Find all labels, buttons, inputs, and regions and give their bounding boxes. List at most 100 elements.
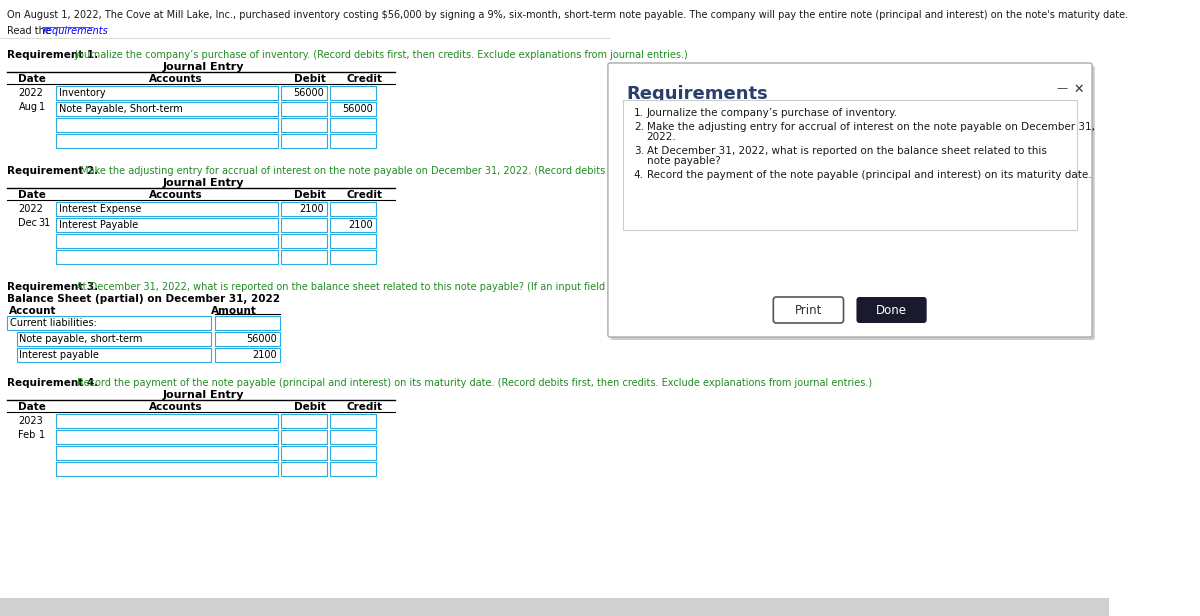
Text: Account: Account (10, 306, 56, 316)
Text: Accounts: Accounts (149, 74, 203, 84)
Text: Requirement 3.: Requirement 3. (7, 282, 98, 292)
Text: Requirement 2.: Requirement 2. (7, 166, 98, 176)
Text: Credit: Credit (347, 402, 383, 412)
Bar (17, 332, 211, 346)
Text: On August 1, 2022, The Cove at Mill Lake, Inc., purchased inventory costing $56,: On August 1, 2022, The Cove at Mill Lake… (7, 10, 1128, 20)
Text: Done: Done (876, 304, 907, 317)
Text: Interest Payable: Interest Payable (59, 220, 138, 230)
Bar (215, 316, 280, 330)
FancyBboxPatch shape (857, 297, 926, 323)
Text: —: — (1057, 83, 1068, 93)
Text: Record the payment of the note payable (principal and interest) on its maturity : Record the payment of the note payable (… (647, 170, 1091, 180)
Text: 56000: 56000 (342, 104, 373, 114)
Bar (330, 462, 376, 476)
Text: Print: Print (794, 304, 822, 317)
Text: Journal Entry: Journal Entry (162, 178, 244, 188)
Text: Credit: Credit (347, 190, 383, 200)
Bar (330, 86, 376, 100)
Text: Requirements: Requirements (626, 85, 768, 103)
Bar (281, 218, 328, 232)
Text: Note Payable, Short-term: Note Payable, Short-term (59, 104, 182, 114)
Bar (330, 414, 376, 428)
Text: Balance Sheet (partial) on December 31, 2022: Balance Sheet (partial) on December 31, … (7, 294, 281, 304)
Text: 2100: 2100 (300, 204, 324, 214)
Text: 2022.: 2022. (647, 132, 677, 142)
Bar (215, 348, 280, 362)
Bar (330, 430, 376, 444)
Text: Journalize the company’s purchase of inventory.: Journalize the company’s purchase of inv… (647, 108, 898, 118)
Bar (281, 430, 328, 444)
Bar (281, 118, 328, 132)
Text: Feb: Feb (18, 430, 36, 440)
Bar (56, 414, 278, 428)
Text: 2.: 2. (634, 122, 643, 132)
Bar (623, 100, 1078, 230)
Bar (281, 414, 328, 428)
Text: Amount: Amount (211, 306, 257, 316)
Bar (281, 250, 328, 264)
Bar (56, 446, 278, 460)
Text: Requirement 1.: Requirement 1. (7, 50, 98, 60)
Bar (7, 316, 211, 330)
Text: Make the adjusting entry for accrual of interest on the note payable on December: Make the adjusting entry for accrual of … (647, 122, 1094, 132)
Text: 1: 1 (38, 102, 44, 112)
Text: ✕: ✕ (1074, 83, 1085, 96)
Text: 3.: 3. (634, 146, 643, 156)
Text: 2022: 2022 (18, 88, 43, 98)
Bar (56, 102, 278, 116)
Text: At December 31, 2022, what is reported on the balance sheet related to this: At December 31, 2022, what is reported o… (647, 146, 1046, 156)
Bar (56, 134, 278, 148)
Text: 2023: 2023 (18, 416, 43, 426)
Text: 2100: 2100 (349, 220, 373, 230)
Text: 1: 1 (38, 430, 44, 440)
Text: Debit: Debit (294, 190, 325, 200)
Bar (56, 218, 278, 232)
Text: 31: 31 (38, 218, 52, 228)
Bar (281, 102, 328, 116)
Bar (56, 234, 278, 248)
Text: Accounts: Accounts (149, 190, 203, 200)
Text: Date: Date (18, 190, 47, 200)
Text: Read the: Read the (7, 26, 54, 36)
Bar (281, 234, 328, 248)
Bar (56, 430, 278, 444)
Text: note payable?: note payable? (647, 156, 720, 166)
Bar (281, 134, 328, 148)
Text: Credit: Credit (347, 74, 383, 84)
Text: Record the payment of the note payable (principal and interest) on its maturity : Record the payment of the note payable (… (74, 378, 872, 388)
Text: 1.: 1. (634, 108, 643, 118)
Text: Current liabilities:: Current liabilities: (10, 318, 97, 328)
Bar (17, 348, 211, 362)
Text: Date: Date (18, 74, 47, 84)
Text: 4.: 4. (634, 170, 643, 180)
Text: Accounts: Accounts (149, 402, 203, 412)
Bar (56, 250, 278, 264)
Text: Inventory: Inventory (59, 88, 106, 98)
Bar (281, 86, 328, 100)
Text: Note payable, short-term: Note payable, short-term (19, 334, 143, 344)
Bar (56, 86, 278, 100)
Bar (330, 202, 376, 216)
FancyBboxPatch shape (773, 297, 844, 323)
Text: Requirement 4.: Requirement 4. (7, 378, 98, 388)
Text: Date: Date (18, 402, 47, 412)
Bar (56, 118, 278, 132)
Text: Interest Expense: Interest Expense (59, 204, 142, 214)
Text: Aug: Aug (18, 102, 37, 112)
Text: Debit: Debit (294, 74, 325, 84)
Text: Make the adjusting entry for accrual of interest on the note payable on December: Make the adjusting entry for accrual of … (77, 166, 908, 176)
Bar (281, 202, 328, 216)
Text: Journal Entry: Journal Entry (162, 62, 244, 72)
Text: Dec: Dec (18, 218, 37, 228)
Text: requirements: requirements (42, 26, 108, 36)
Text: 56000: 56000 (294, 88, 324, 98)
Text: Interest payable: Interest payable (19, 350, 100, 360)
Bar (330, 234, 376, 248)
Bar (330, 102, 376, 116)
Bar (56, 462, 278, 476)
Text: Debit: Debit (294, 402, 325, 412)
Text: 2022: 2022 (18, 204, 43, 214)
Bar (0, 598, 1109, 616)
Bar (330, 118, 376, 132)
Bar (330, 446, 376, 460)
